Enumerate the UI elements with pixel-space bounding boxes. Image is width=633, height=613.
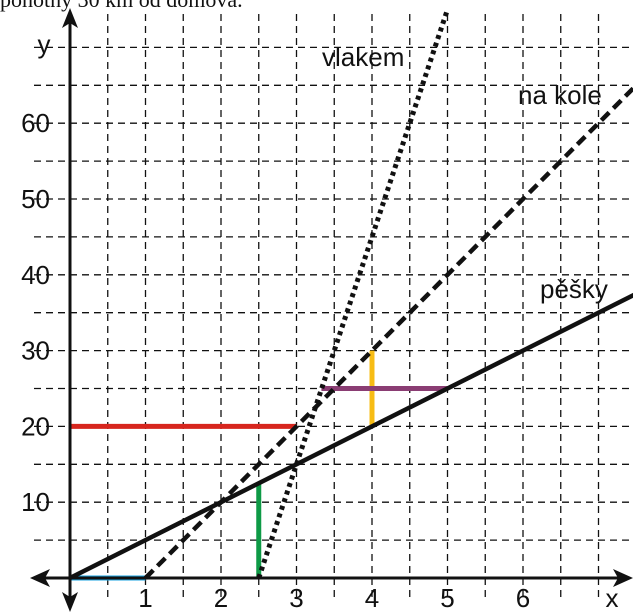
y-tick-label: 60 <box>21 108 50 138</box>
labels: x y pěšky na kole vlakem <box>38 29 619 613</box>
series-label: pěšky <box>540 274 608 304</box>
x-tick-label: 5 <box>440 583 454 613</box>
y-tick-label: 10 <box>21 487 50 517</box>
y-tick-label: 40 <box>21 260 50 290</box>
x-tick-label: 3 <box>289 583 303 613</box>
x-tick-label: 2 <box>214 583 228 613</box>
x-tick-label: 1 <box>138 583 152 613</box>
y-tick-label: 30 <box>21 336 50 366</box>
series-line-dashed <box>146 78 633 578</box>
y-axis-label: y <box>38 29 51 59</box>
series-label: vlakem <box>322 42 404 72</box>
tick-labels: 1 2 3 4 5 6 10 20 30 40 50 60 <box>21 108 530 613</box>
x-tick-label: 4 <box>365 583 379 613</box>
series-line-solid <box>70 290 633 578</box>
y-tick-label: 20 <box>21 411 50 441</box>
x-axis-label: x <box>606 583 619 613</box>
series-label: na kole <box>518 80 602 110</box>
series-line-dotted <box>259 10 448 579</box>
y-tick-label: 50 <box>21 184 50 214</box>
x-tick-label: 6 <box>516 583 530 613</box>
